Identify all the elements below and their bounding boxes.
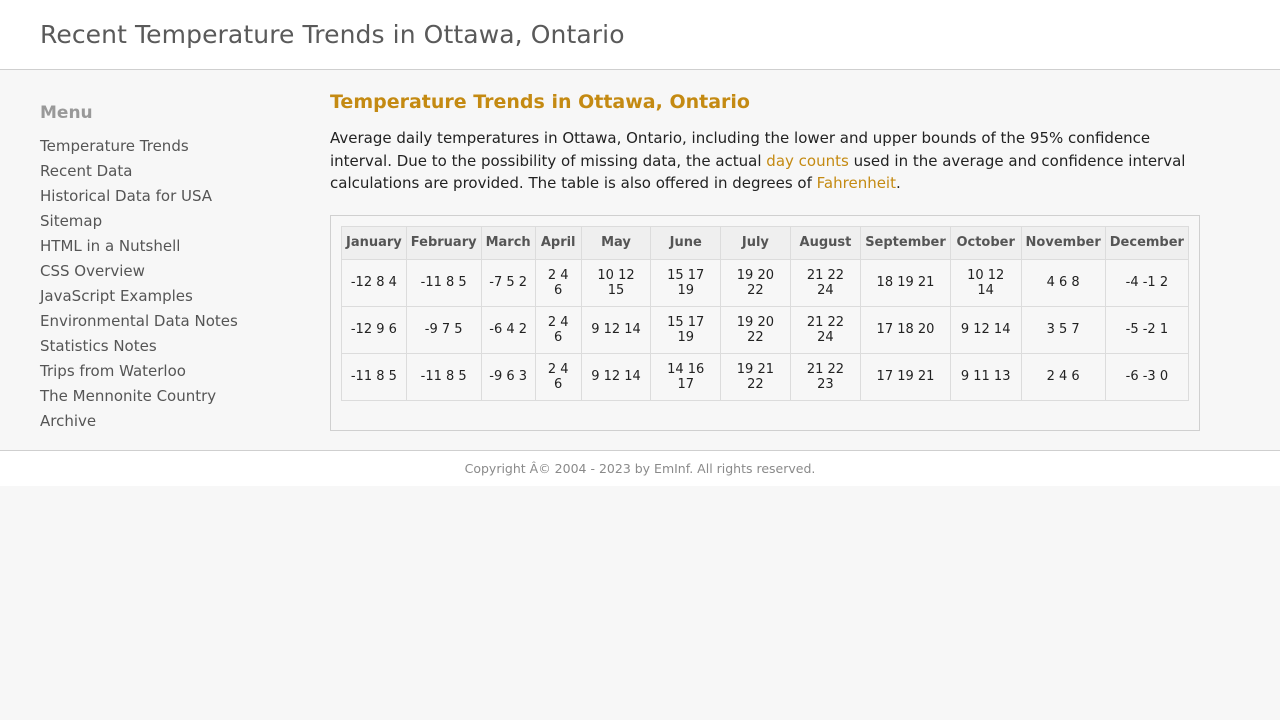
table-cell: -11 8 5	[341, 352, 407, 401]
table-cell: 21 22 23	[789, 352, 862, 401]
table-cell: 2 4 6	[1020, 352, 1106, 401]
menu-list-item: The Mennonite Country	[40, 383, 330, 408]
menu-link-javascript-examples[interactable]: JavaScript Examples	[40, 287, 193, 305]
table-cell: 17 18 20	[860, 305, 951, 354]
table-cell: 9 12 14	[949, 305, 1022, 354]
table-cell: 9 12 14	[580, 352, 652, 401]
table-cell: 2 4 6	[534, 258, 582, 307]
table-cell: 18 19 21	[860, 258, 951, 307]
copyright-text: Copyright Â© 2004 - 2023 by EmInf. All r…	[464, 461, 816, 476]
column-header-june: June	[650, 225, 722, 260]
table-cell: -11 8 5	[405, 258, 482, 307]
table-cell: -5 -2 1	[1104, 305, 1190, 354]
intro-text-part3: .	[895, 174, 901, 193]
site-header: Recent Temperature Trends in Ottawa, Ont…	[0, 0, 1280, 70]
intro-text-part2: used in the average and confidence inter…	[330, 151, 1186, 193]
table-cell: 21 22 24	[789, 305, 862, 354]
table-cell: -9 6 3	[480, 352, 536, 401]
column-header-february: February	[405, 225, 482, 260]
menu-link-mennonite-country[interactable]: The Mennonite Country	[40, 387, 217, 405]
table-cell: 19 20 22	[720, 258, 791, 307]
table-cell: -6 -3 0	[1104, 352, 1190, 401]
menu-list-item: Archive	[40, 408, 330, 433]
column-header-september: September	[860, 225, 951, 260]
column-header-january: January	[341, 225, 407, 260]
table-cell: 19 20 22	[720, 305, 791, 354]
table-cell: 19 21 22	[720, 352, 791, 401]
table-cell: 14 16 17	[650, 352, 722, 401]
table-cell: 15 17 19	[650, 305, 722, 354]
table-cell: 9 12 14	[580, 305, 652, 354]
main-content: Temperature Trends in Ottawa, Ontario Av…	[330, 70, 1200, 450]
menu-list: Temperature Trends Recent Data Historica…	[40, 133, 330, 433]
menu-link-archive[interactable]: Archive	[40, 412, 97, 430]
menu-list-item: HTML in a Nutshell	[40, 233, 330, 258]
menu-list-item: JavaScript Examples	[40, 283, 330, 308]
column-header-december: December	[1104, 225, 1190, 260]
menu-list-item: Temperature Trends	[40, 133, 330, 158]
menu-link-trips-from-waterloo[interactable]: Trips from Waterloo	[40, 362, 186, 380]
column-header-october: October	[949, 225, 1022, 260]
page-title: Temperature Trends in Ottawa, Ontario	[330, 91, 750, 113]
menu-list-item: Sitemap	[40, 208, 330, 233]
menu-list-item: Environmental Data Notes	[40, 308, 330, 333]
column-header-march: March	[480, 225, 536, 260]
table-cell: 4 6 8	[1020, 258, 1106, 307]
temperature-table: January February March April May June July Augu…	[341, 225, 1190, 401]
menu-heading: Menu	[40, 103, 93, 123]
table-cell: 21 22 24	[789, 258, 862, 307]
site-footer: Copyright Â© 2004 - 2023 by EmInf. All r…	[0, 450, 1280, 486]
table-cell: 3 5 7	[1020, 305, 1106, 354]
column-header-august: August	[789, 225, 862, 260]
menu-list-item: Recent Data	[40, 158, 330, 183]
table-cell: 2 4 6	[534, 305, 582, 354]
menu-list-item: Historical Data for USA	[40, 183, 330, 208]
content-wrap: Menu Temperature Trends Recent Data Hist…	[0, 70, 1280, 450]
table-cell: -6 4 2	[480, 305, 536, 354]
table-cell: 10 12 15	[580, 258, 652, 307]
column-header-april: April	[534, 225, 582, 260]
table-container: January February March April May June July Augu…	[330, 214, 1200, 431]
table-cell: 15 17 19	[650, 258, 722, 307]
table-cell: 2 4 6	[534, 352, 582, 401]
table-cell: 17 19 21	[860, 352, 951, 401]
intro-paragraph: Average daily temperatures in Ottawa, On…	[330, 127, 1200, 195]
column-header-july: July	[720, 225, 791, 260]
menu-link-sitemap[interactable]: Sitemap	[40, 212, 103, 230]
menu-list-item: Statistics Notes	[40, 333, 330, 358]
menu-link-css-overview[interactable]: CSS Overview	[40, 262, 145, 280]
table-cell: -11 8 5	[405, 352, 482, 401]
menu-link-environmental-data-notes[interactable]: Environmental Data Notes	[40, 312, 238, 330]
menu-link-statistics-notes[interactable]: Statistics Notes	[40, 337, 157, 355]
table-cell: 10 12 14	[949, 258, 1022, 307]
menu-link-html-nutshell[interactable]: HTML in a Nutshell	[40, 237, 181, 255]
menu-link-temperature-trends[interactable]: Temperature Trends	[40, 137, 189, 155]
menu-link-recent-data[interactable]: Recent Data	[40, 162, 133, 180]
table-cell: -12 9 6	[341, 305, 407, 354]
table-cell: 9 11 13	[949, 352, 1022, 401]
table-cell: -7 5 2	[480, 258, 536, 307]
menu-list-item: CSS Overview	[40, 258, 330, 283]
menu-link-historical-data-usa[interactable]: Historical Data for USA	[40, 187, 213, 205]
table-cell: -9 7 5	[405, 305, 482, 354]
table-header-row: January February March April May June July Augu…	[341, 225, 1190, 260]
site-title: Recent Temperature Trends in Ottawa, Ont…	[40, 20, 625, 49]
column-header-may: May	[580, 225, 652, 260]
column-header-november: November	[1020, 225, 1106, 260]
sidebar-menu: Menu Temperature Trends Recent Data Hist…	[0, 70, 330, 450]
day-counts-link[interactable]: day counts	[766, 151, 849, 170]
menu-list-item: Trips from Waterloo	[40, 358, 330, 383]
table-cell: -4 -1 2	[1104, 258, 1190, 307]
fahrenheit-link[interactable]: Fahrenheit	[816, 174, 896, 193]
table-head: January February March April May June July Augu…	[341, 225, 1190, 260]
intro-text-part1: Average daily temperatures in Ottawa, On…	[330, 129, 1151, 170]
table-cell: -12 8 4	[341, 258, 407, 307]
